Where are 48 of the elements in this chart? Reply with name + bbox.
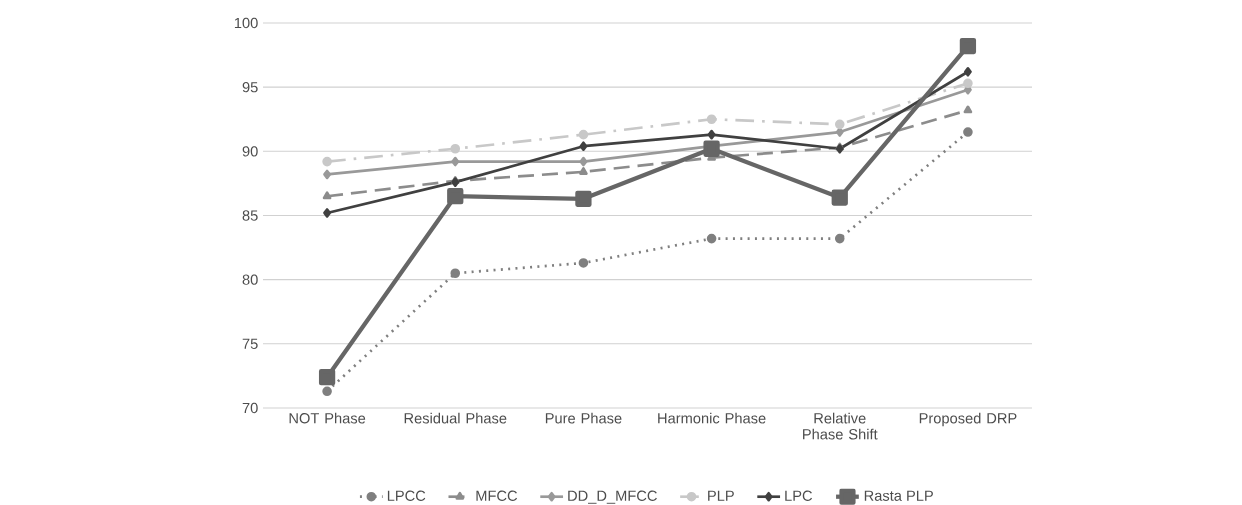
point: [959, 37, 977, 55]
point: [963, 105, 973, 114]
y-tick-label: 90: [242, 146, 258, 157]
y-tick-label: 100: [234, 17, 258, 29]
legend-label: DD_D_MFCC: [568, 490, 657, 504]
x-tick-label: Pure Phase: [545, 412, 622, 424]
y-tick-label: 80: [242, 274, 258, 285]
x-tick-label: Residual Phase: [404, 412, 507, 424]
legend-label: LPC: [785, 490, 813, 501]
point: [706, 114, 717, 125]
x-tick-label: NOT Phase: [289, 412, 366, 424]
point: [578, 129, 589, 140]
point: [835, 127, 844, 137]
point: [323, 208, 332, 218]
point: [323, 169, 332, 180]
point: [322, 386, 332, 397]
point: [963, 78, 973, 89]
point: [706, 233, 717, 244]
point: [579, 141, 588, 151]
y-tick-label: 70: [242, 402, 258, 414]
point: [578, 258, 589, 268]
point: [834, 233, 845, 244]
legend-label: LPCC: [387, 490, 426, 501]
point: [318, 369, 336, 386]
point: [322, 191, 332, 200]
point: [450, 143, 461, 154]
x-tick-label: Proposed DRP: [919, 412, 1017, 427]
point: [834, 119, 845, 130]
point: [703, 140, 720, 157]
point: [707, 129, 716, 140]
legend-label: PLP: [708, 490, 734, 501]
point: [963, 127, 973, 137]
legend-label: Rasta PLP: [864, 490, 933, 501]
point: [831, 189, 848, 206]
y-tick-label: 95: [242, 81, 258, 93]
y-tick-label: 85: [242, 210, 258, 221]
x-tick-label: Relative Phase Shift: [803, 412, 878, 440]
point: [322, 156, 332, 167]
point: [579, 156, 588, 167]
point: [451, 156, 460, 167]
point: [575, 190, 592, 207]
y-tick-label: 75: [242, 338, 258, 349]
point: [963, 66, 972, 77]
point: [579, 167, 588, 175]
legend-label: MFCC: [476, 490, 518, 501]
point: [450, 268, 461, 279]
point: [447, 188, 464, 205]
x-tick-label: Harmonic Phase: [658, 412, 766, 424]
